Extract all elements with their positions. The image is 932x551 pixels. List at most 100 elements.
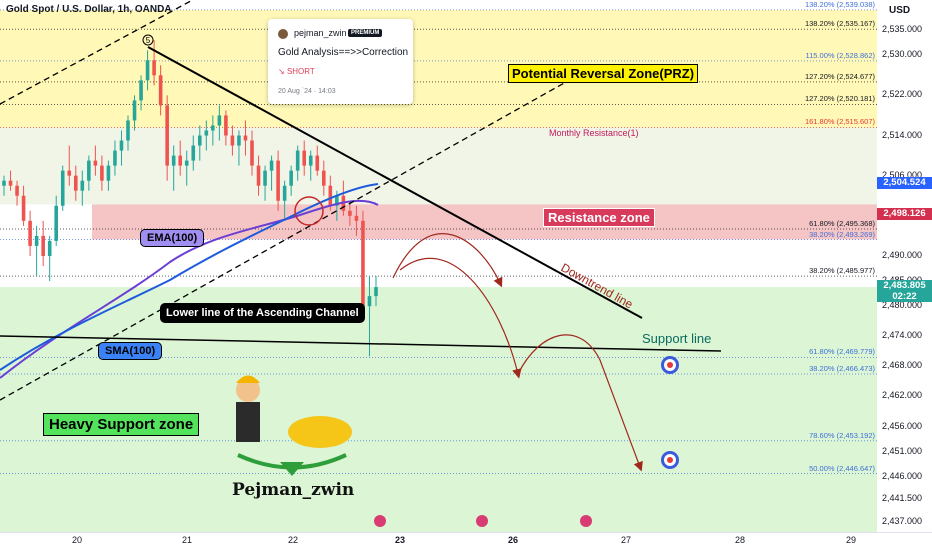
candle-body — [204, 130, 209, 136]
candle-body — [269, 160, 274, 171]
candle-body — [41, 235, 45, 256]
candle-body — [28, 220, 32, 246]
popup-title[interactable]: Gold Analysis==>>Correction — [278, 47, 409, 58]
y-tick-label: 2,462.000 — [882, 390, 923, 401]
fib-label: 61.80% (2,495.368) — [809, 219, 875, 229]
x-tick-label: 29 — [846, 535, 857, 545]
idea-popup-card[interactable]: pejman_zwin PREMIUM Gold Analysis==>>Cor… — [268, 19, 413, 104]
popup-date: 20 Aug `24 · 14:03 — [278, 88, 336, 95]
channel-lower-line — [0, 72, 583, 401]
candle-body — [348, 210, 352, 216]
fib-label: 127.20% (2,524.677) — [804, 71, 875, 81]
current-price-tag: 2,483.805 02:22 — [877, 280, 932, 302]
sma-price-tag: 2,504.524 — [877, 177, 932, 189]
candle-body — [302, 150, 307, 166]
candle-body — [171, 155, 176, 166]
candle-body — [47, 240, 52, 256]
event-icon — [580, 515, 592, 527]
candle-body — [230, 135, 235, 146]
candle-body — [87, 160, 91, 181]
y-tick-label: 2,522.000 — [882, 89, 923, 100]
candle-body — [165, 105, 169, 166]
fib-label: 50.00% (2,446.647) — [809, 463, 875, 473]
support-line — [0, 335, 722, 352]
candle-body — [263, 170, 267, 186]
time-axis[interactable] — [0, 532, 932, 551]
countdown-value: 02:22 — [892, 291, 917, 302]
x-tick-label: 26 — [508, 535, 519, 545]
fib-label: 38.20% (2,485.977) — [809, 266, 875, 276]
candle-body — [250, 140, 254, 166]
fib-label: 78.60% (2,453.192) — [809, 430, 875, 440]
sma-line — [0, 183, 379, 371]
candle-body — [119, 140, 124, 151]
prz-zone-label: Potential Reversal Zone(PRZ) — [508, 64, 699, 83]
candle-body — [93, 160, 98, 166]
y-tick-label: 2,474.000 — [882, 330, 923, 341]
candle-body — [184, 160, 189, 166]
channel-line-label: Lower line of the Ascending Channel — [160, 303, 365, 323]
candle-body — [276, 160, 280, 201]
fib-lines-layer — [0, 9, 877, 475]
candle-body — [152, 60, 156, 76]
candle-body — [60, 170, 65, 206]
y-tick-label: 2,441.500 — [882, 493, 923, 504]
x-tick-label: 21 — [182, 535, 193, 545]
candle-body — [139, 80, 143, 101]
candle-body — [197, 135, 202, 146]
projection-arrow-2 — [399, 257, 522, 379]
heavy-support-zone — [0, 287, 877, 532]
popup-username[interactable]: pejman_zwin — [294, 28, 347, 38]
candle-body — [367, 296, 372, 307]
currency-label[interactable]: USD — [889, 5, 911, 16]
candle-body — [80, 180, 85, 191]
candle-body — [217, 115, 222, 126]
zones-layer — [0, 10, 877, 532]
fib-label: 115.00% (2,528.862) — [805, 50, 876, 60]
candle-body — [106, 165, 111, 181]
popup-direction-text: SHORT — [286, 67, 315, 76]
avatar — [278, 29, 288, 39]
channel-upper-line — [0, 0, 194, 105]
candle-body — [73, 175, 78, 191]
miner-icon — [236, 378, 260, 402]
miner-helmet-icon — [236, 375, 260, 383]
downtrend-line — [147, 46, 643, 319]
resistance-zone — [92, 204, 877, 240]
y-tick-label: 2,506.000 — [882, 169, 923, 180]
y-tick-label: 2,535.000 — [882, 24, 923, 35]
candle-body — [178, 155, 183, 166]
price-axis[interactable] — [877, 0, 932, 532]
candle-body — [8, 180, 13, 186]
intersection-circle — [294, 196, 324, 226]
candle-body — [54, 205, 59, 241]
candle-body — [34, 235, 39, 246]
candle-body — [335, 195, 339, 206]
candle-body — [328, 185, 333, 206]
candle-body — [321, 170, 326, 186]
y-tick-label: 2,490.000 — [882, 249, 923, 260]
candle-body — [211, 125, 215, 131]
y-tick-label: 2,480.000 — [882, 300, 923, 311]
candle-body — [295, 150, 300, 171]
candle-body — [191, 145, 196, 161]
heavy-support-label: Heavy Support zone — [43, 413, 200, 436]
projection-arrow-1 — [392, 233, 503, 288]
candle-body — [67, 170, 72, 176]
fib-label: 61.80% (2,469.779) — [809, 347, 875, 357]
resistance-price-tag: 2,498.126 — [877, 208, 932, 220]
wave-label: 5 — [146, 36, 151, 45]
candle-body — [308, 155, 313, 166]
candle-body — [145, 60, 150, 81]
y-tick-label: 2,530.000 — [882, 49, 923, 60]
y-tick-label: 2,456.000 — [882, 420, 923, 431]
sma-label: SMA(100) — [98, 342, 163, 360]
candle-body — [361, 220, 365, 307]
candle-body — [100, 165, 104, 181]
candle-body — [282, 185, 287, 201]
fib-label: 38.20% (2,466.473) — [809, 364, 875, 374]
y-tick-label: 2,514.000 — [882, 129, 923, 140]
projection-arrow-3 — [517, 334, 643, 472]
